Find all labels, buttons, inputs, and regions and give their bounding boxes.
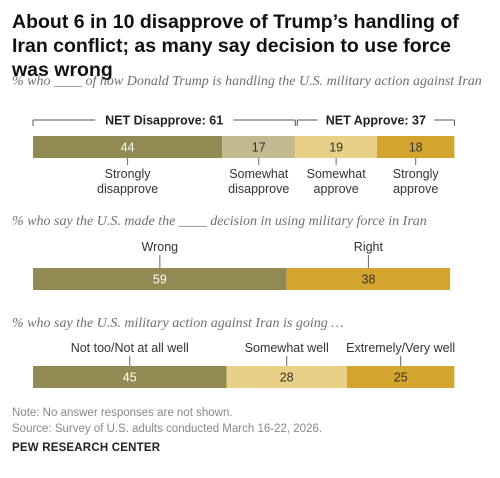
category-label: Wrong	[142, 240, 179, 254]
chart-title: About 6 in 10 disapprove of Trump’s hand…	[12, 11, 459, 81]
value-label: 45	[123, 371, 137, 385]
bar-somewhat-well	[226, 366, 347, 388]
category-label: Extremely/Very well	[346, 341, 455, 355]
category-label: approve	[314, 182, 359, 196]
pew-logo-text: PEW RESEARCH CENTER	[12, 442, 161, 454]
progress-chart: 45 Not too/Not at all well 28 Somewhat well…	[33, 341, 455, 388]
net-disapprove-label: NET Disapprove: 61	[105, 114, 223, 128]
bar-not-too-not-at-all-well	[33, 366, 227, 388]
decision-chart: 59 Wrong 38 Right	[33, 240, 451, 290]
net-approve-label: NET Approve: 37	[326, 114, 426, 128]
value-label: 59	[153, 273, 167, 287]
value-label: 18	[409, 141, 423, 155]
bar-strongly-approve	[377, 136, 455, 158]
bar-right	[286, 268, 451, 290]
category-label: Somewhat	[229, 167, 289, 181]
chart2-subtitle: % who say the U.S. made the ____ decisio…	[12, 214, 427, 229]
bar-somewhat-disapprove	[222, 136, 296, 158]
category-label: disapprove	[228, 182, 289, 196]
category-label: Strongly	[393, 167, 440, 181]
bar-strongly-disapprove	[33, 136, 223, 158]
category-label: Somewhat	[307, 167, 367, 181]
category-label: Strongly	[105, 167, 152, 181]
chart3-subtitle: % who say the U.S. military action again…	[12, 316, 344, 331]
source-text: Source: Survey of U.S. adults conducted …	[12, 423, 323, 435]
category-label: Not too/Not at all well	[71, 341, 189, 355]
category-label: Somewhat well	[245, 341, 329, 355]
bar-wrong	[33, 268, 287, 290]
value-label: 44	[121, 141, 135, 155]
value-label: 17	[252, 141, 266, 155]
value-label: 19	[329, 141, 343, 155]
category-label: disapprove	[97, 182, 158, 196]
note-text: Note: No answer responses are not shown.	[12, 407, 233, 419]
value-label: 38	[361, 273, 375, 287]
approval-chart: 44Stronglydisapprove17Somewhatdisapprove…	[32, 114, 455, 196]
bar-somewhat-approve	[295, 136, 377, 158]
chart1-subtitle: % who ____ of how Donald Trump is handli…	[12, 74, 482, 89]
value-label: 25	[394, 371, 408, 385]
category-label: approve	[393, 182, 438, 196]
value-label: 28	[280, 371, 294, 385]
bar-extremely-very-well	[346, 366, 455, 388]
category-label: Right	[354, 240, 384, 254]
